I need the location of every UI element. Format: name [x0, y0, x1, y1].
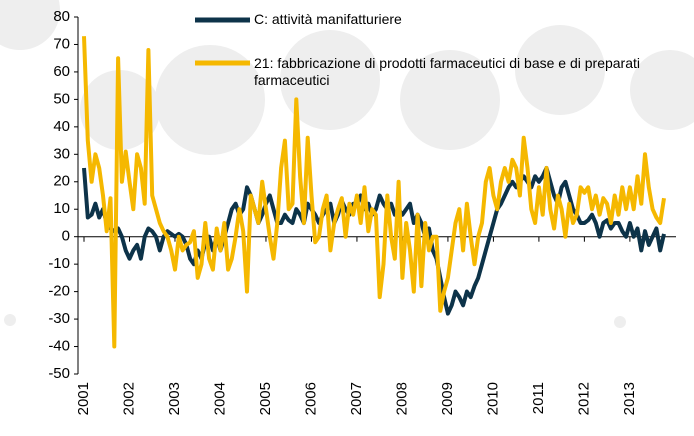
x-tick-label: 2012 — [575, 382, 592, 415]
x-tick-label: 2009 — [439, 382, 456, 415]
y-tick-label: -30 — [48, 310, 70, 327]
y-tick-label: 20 — [53, 173, 70, 190]
y-tick-label: -40 — [48, 338, 70, 355]
y-tick-label: -10 — [48, 255, 70, 272]
background-decoration — [0, 0, 694, 328]
y-tick-label: 70 — [53, 35, 70, 52]
x-tick-label: 2003 — [166, 382, 183, 415]
y-tick-label: 40 — [53, 118, 70, 135]
x-tick-label: 2001 — [75, 382, 92, 415]
legend-label: C: attività manifatturiere — [254, 11, 402, 27]
y-tick-label: 0 — [62, 228, 70, 245]
y-tick-label: 80 — [53, 8, 70, 25]
x-tick-label: 2004 — [211, 382, 228, 415]
x-tick-label: 2007 — [348, 382, 365, 415]
y-tick-label: 50 — [53, 90, 70, 107]
y-tick-label: 10 — [53, 200, 70, 217]
x-tick-label: 2011 — [530, 382, 547, 414]
y-tick-label: 30 — [53, 145, 70, 162]
x-tick-label: 2008 — [393, 382, 410, 415]
series-line — [82, 36, 666, 349]
x-tick-label: 2005 — [257, 382, 274, 415]
legend-label: 21: fabbricazione di prodotti farmaceuti… — [254, 55, 640, 88]
x-tick-label: 2002 — [120, 382, 137, 415]
x-tick-label: 2010 — [484, 382, 501, 415]
y-tick-label: -20 — [48, 283, 70, 300]
series-line — [82, 166, 666, 316]
y-tick-label: 60 — [53, 63, 70, 80]
y-tick-label: -50 — [48, 365, 70, 382]
x-tick-label: 2013 — [621, 382, 638, 415]
x-tick-label: 2006 — [302, 382, 319, 415]
